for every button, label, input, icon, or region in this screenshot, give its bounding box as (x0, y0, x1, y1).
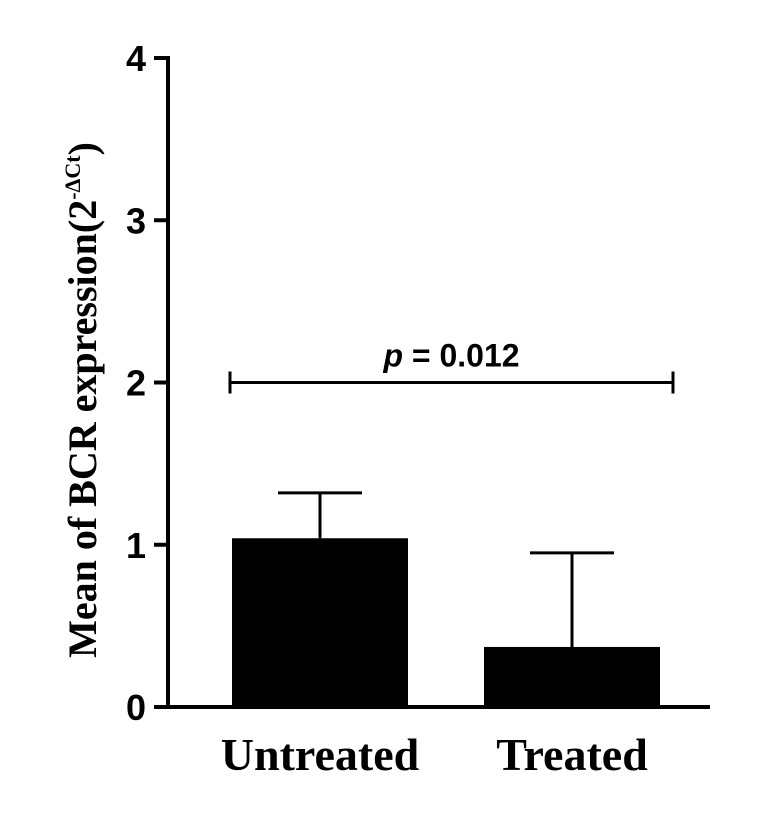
y-axis-label-unit-exponent: -ΔCt (60, 155, 85, 200)
y-axis-label-main: Mean of BCR expression (60, 233, 105, 658)
p-value-text: = 0.012 (403, 338, 520, 374)
significance-bracket: p = 0.012 (228, 338, 675, 394)
category-labels: Untreated Treated (221, 729, 648, 780)
y-axis-label: Mean of BCR expression(2-ΔCt) (60, 142, 105, 658)
bar-treated (484, 646, 660, 707)
y-axis-label-unit-base: (2 (60, 200, 105, 233)
p-value-symbol: p (382, 338, 403, 374)
y-tick-label: 0 (126, 687, 146, 728)
bars (232, 491, 660, 707)
y-tick-label: 4 (126, 38, 146, 79)
y-tick-label: 2 (126, 363, 146, 404)
category-label: Treated (496, 729, 648, 780)
bar-untreated (232, 538, 408, 707)
category-label: Untreated (221, 729, 420, 780)
y-tick-label: 3 (126, 200, 146, 241)
y-tick-label: 1 (126, 525, 146, 566)
y-axis-label-unit-close: ) (60, 142, 105, 155)
y-ticks: 0 1 2 3 4 (126, 38, 168, 728)
p-value-label: p = 0.012 (382, 338, 519, 374)
